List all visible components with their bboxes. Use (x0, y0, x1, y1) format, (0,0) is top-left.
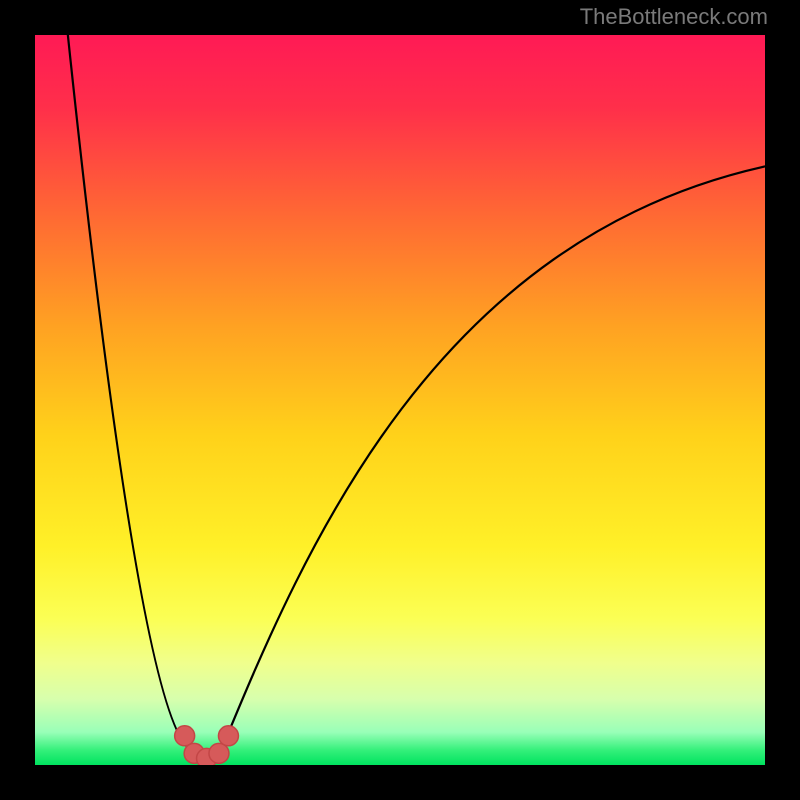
watermark-text: TheBottleneck.com (580, 4, 768, 30)
plot-area (35, 35, 765, 765)
plot-background (35, 35, 765, 765)
plot-svg (35, 35, 765, 765)
